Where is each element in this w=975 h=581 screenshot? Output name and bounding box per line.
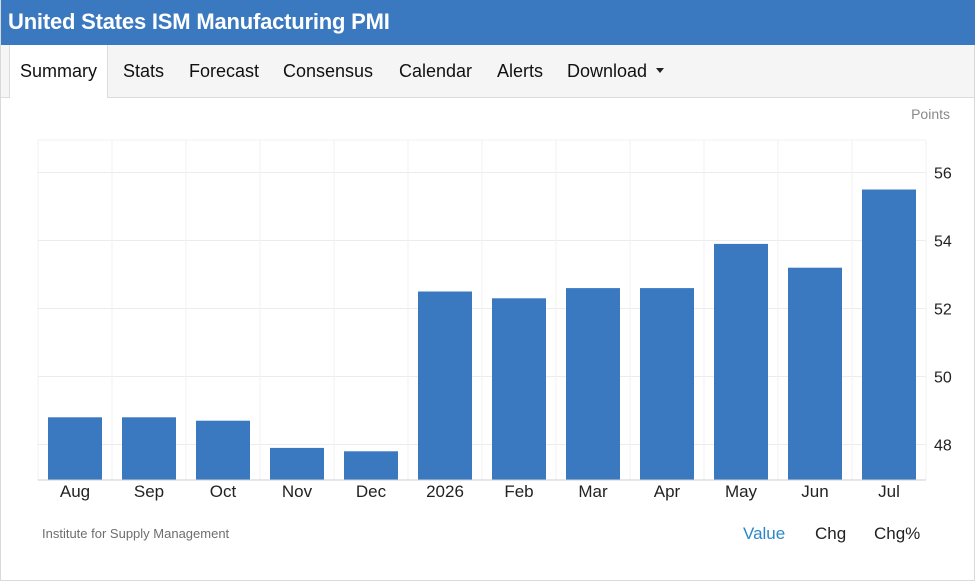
x-tick-label: Jul [878,482,900,501]
bar-sep[interactable] [122,417,176,480]
bar-oct[interactable] [196,420,250,480]
caret-down-icon [656,67,665,73]
bar-jun[interactable] [788,267,842,480]
tab-stats-label: Stats [123,61,165,81]
x-tick-label: 2026 [426,482,464,501]
tab-forecast-label: Forecast [189,61,260,81]
bar-2026[interactable] [418,291,472,481]
tab-stats[interactable]: Stats [123,45,164,97]
tab-calendar[interactable]: Calendar [399,45,472,97]
bar-may[interactable] [714,243,768,480]
tab-calendar-label: Calendar [399,61,473,81]
x-tick-label: Jun [801,482,828,501]
tab-consensus-label: Consensus [283,61,374,81]
view-tab-value[interactable]: Value [743,524,786,543]
x-tick-label: May [725,482,758,501]
view-tab-chg[interactable]: Chg [815,524,847,543]
y-tick-label: 56 [934,166,952,183]
tab-download[interactable]: Download [567,45,665,97]
x-tick-label: Oct [210,482,237,501]
bar-nov[interactable] [270,447,324,480]
x-tick-label: Apr [654,482,681,501]
bar-mar[interactable] [566,288,620,480]
x-tick-label: Sep [134,482,164,501]
tab-summary-label: Summary [20,61,98,81]
tab-consensus[interactable]: Consensus [283,45,373,97]
units-label: Points [911,106,950,122]
tab-summary[interactable]: Summary [9,45,109,98]
page-title: United States ISM Manufacturing PMI [8,9,390,34]
tab-alerts-label: Alerts [497,61,544,81]
tab-download-label: Download [567,61,648,81]
bar-jul[interactable] [862,189,916,481]
tab-bar: Summary Stats Forecast Consensus Calenda… [1,45,974,98]
bar-aug[interactable] [48,417,102,480]
bar-chart: Aug Sep Oct Nov Dec 2026 Feb Mar Apr May Jun Jul 48 5… [37,139,952,501]
y-tick-label: 48 [934,438,952,455]
source-label: Institute for Supply Management [42,526,230,541]
title-bar: United States ISM Manufacturing PMI [1,0,975,45]
bar-dec[interactable] [344,451,398,480]
x-tick-label: Dec [356,482,387,501]
view-tab-chg-percent[interactable]: Chg% [874,524,921,543]
bar-apr[interactable] [640,288,694,480]
y-tick-label: 54 [934,234,952,251]
x-tick-label: Nov [282,482,313,501]
x-tick-label: Mar [578,482,608,501]
x-tick-label: Feb [504,482,533,501]
tab-forecast[interactable]: Forecast [189,45,259,97]
tab-alerts[interactable]: Alerts [497,45,543,97]
x-tick-label: Aug [60,482,90,501]
y-tick-label: 50 [934,370,952,387]
bar-feb[interactable] [492,298,546,480]
y-tick-label: 52 [934,302,952,319]
